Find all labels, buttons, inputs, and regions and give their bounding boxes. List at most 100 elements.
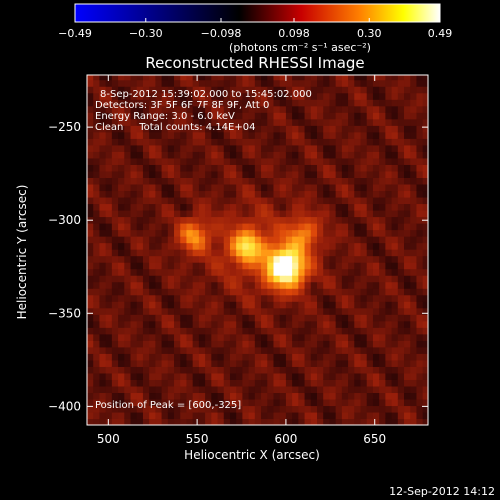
- heatmap-cell: [341, 236, 349, 244]
- heatmap-cell: [261, 294, 268, 302]
- heatmap-cell: [217, 151, 225, 159]
- heatmap-cell: [397, 281, 405, 289]
- heatmap-cell: [236, 333, 244, 341]
- heatmap-cell: [205, 262, 212, 270]
- heatmap-cell: [304, 281, 312, 289]
- heatmap-cell: [124, 99, 132, 107]
- heatmap-cell: [366, 366, 374, 374]
- heatmap-cell: [192, 359, 200, 367]
- heatmap-cell: [372, 307, 380, 315]
- heatmap-cell: [142, 379, 150, 387]
- heatmap-cell: [335, 353, 343, 361]
- heatmap-cell: [379, 196, 386, 205]
- heatmap-cell: [167, 268, 175, 276]
- heatmap-cell: [211, 255, 219, 263]
- heatmap-cell: [292, 385, 299, 394]
- heatmap-cell: [385, 268, 393, 276]
- heatmap-cell: [335, 405, 343, 413]
- heatmap-cell: [186, 105, 194, 113]
- heatmap-cell: [304, 242, 312, 250]
- heatmap-cell: [422, 183, 428, 192]
- heatmap-cell: [180, 203, 188, 211]
- heatmap-cell: [273, 307, 281, 315]
- heatmap-cell: [397, 242, 405, 250]
- heatmap-cell: [279, 255, 287, 263]
- heatmap-cell: [229, 327, 237, 335]
- heatmap-cell: [422, 353, 428, 361]
- heatmap-cell: [111, 138, 119, 146]
- heatmap-cell: [416, 151, 424, 159]
- heatmap-cell: [292, 359, 299, 367]
- heatmap-cell: [391, 236, 399, 244]
- heatmap-cell: [99, 131, 107, 139]
- heatmap-cell: [292, 307, 299, 315]
- heatmap-cell: [242, 92, 250, 100]
- heatmap-cell: [422, 346, 428, 354]
- heatmap-cell: [298, 411, 306, 420]
- heatmap-cell: [155, 99, 163, 107]
- heatmap-cell: [348, 307, 355, 315]
- heatmap-cell: [304, 307, 312, 315]
- heatmap-cell: [223, 379, 231, 387]
- heatmap-cell: [385, 385, 393, 394]
- heatmap-cell: [142, 92, 150, 100]
- heatmap-cell: [149, 164, 156, 172]
- heatmap-cell: [124, 92, 132, 100]
- x-tick-label: 550: [186, 432, 209, 446]
- heatmap-cell: [254, 340, 262, 348]
- heatmap-cell: [174, 203, 181, 211]
- heatmap-cell: [161, 131, 169, 139]
- heatmap-cell: [192, 105, 200, 113]
- heatmap-cell: [124, 223, 132, 231]
- heatmap-cell: [310, 183, 318, 192]
- heatmap-cell: [335, 372, 343, 380]
- heatmap-cell: [416, 203, 424, 211]
- heatmap-cell: [279, 144, 287, 152]
- heatmap-cell: [341, 288, 349, 296]
- heatmap-cell: [354, 281, 362, 289]
- heatmap-cell: [254, 307, 262, 315]
- heatmap-cell: [111, 164, 119, 172]
- heatmap-cell: [304, 366, 312, 374]
- heatmap-cell: [217, 379, 225, 387]
- heatmap-cell: [105, 177, 113, 185]
- heatmap-cell: [273, 372, 281, 380]
- heatmap-cell: [397, 170, 405, 178]
- heatmap-cell: [385, 418, 393, 425]
- heatmap-cell: [124, 275, 132, 283]
- heatmap-cell: [323, 223, 331, 231]
- heatmap-cell: [118, 105, 125, 113]
- heatmap-cell: [410, 262, 418, 270]
- heatmap-cell: [149, 196, 156, 205]
- heatmap-cell: [124, 385, 132, 394]
- heatmap-cell: [136, 125, 144, 133]
- heatmap-cell: [254, 144, 262, 152]
- heatmap-cell: [254, 262, 262, 270]
- heatmap-cell: [410, 170, 418, 178]
- heatmap-cell: [242, 196, 250, 205]
- heatmap-cell: [142, 288, 150, 296]
- heatmap-cell: [385, 288, 393, 296]
- heatmap-cell: [254, 164, 262, 172]
- y-tick-label: −400: [48, 399, 81, 413]
- heatmap-cell: [372, 138, 380, 146]
- heatmap-cell: [397, 392, 405, 400]
- heatmap-cell: [329, 294, 337, 302]
- heatmap-cell: [404, 79, 411, 87]
- heatmap-cell: [404, 275, 411, 283]
- heatmap-cell: [410, 385, 418, 394]
- heatmap-cell: [118, 190, 125, 198]
- heatmap-cell: [323, 372, 331, 380]
- heatmap-cell: [298, 151, 306, 159]
- heatmap-cell: [317, 379, 324, 387]
- heatmap-cell: [236, 164, 244, 172]
- heatmap-cell: [410, 340, 418, 348]
- heatmap-cell: [93, 112, 101, 120]
- heatmap-cell: [198, 209, 206, 218]
- heatmap-cell: [372, 255, 380, 263]
- heatmap-cell: [174, 340, 181, 348]
- heatmap-cell: [229, 340, 237, 348]
- heatmap-cell: [223, 346, 231, 354]
- heatmap-cell: [273, 418, 281, 425]
- heatmap-cell: [93, 177, 101, 185]
